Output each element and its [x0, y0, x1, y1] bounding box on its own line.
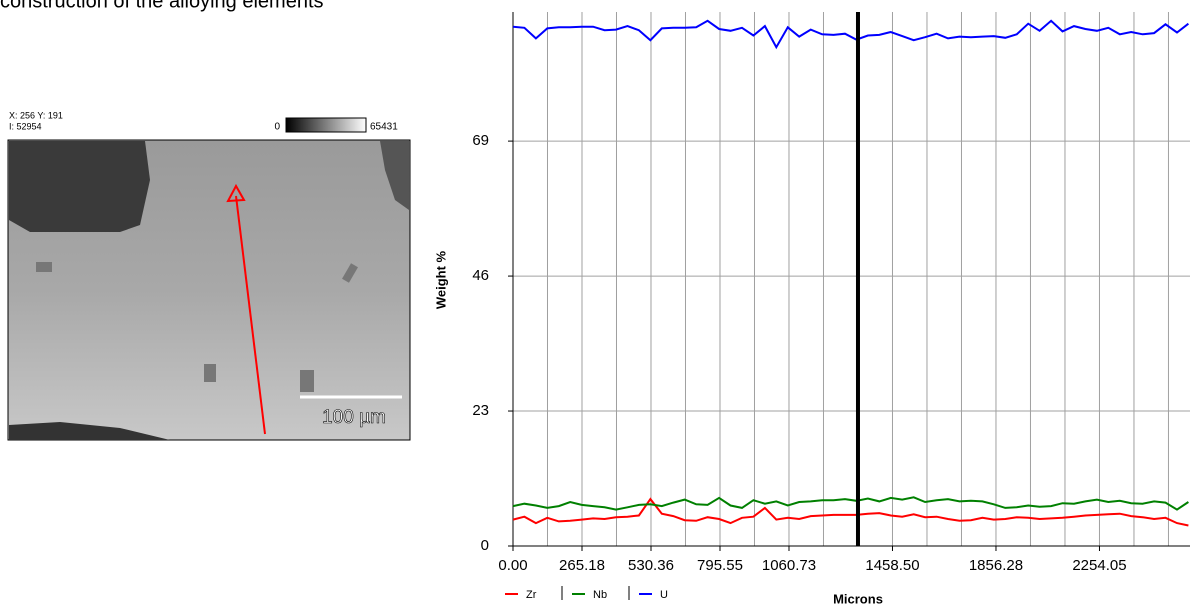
x-tick-label: 1856.28: [969, 557, 1023, 574]
dark-region: [380, 141, 409, 210]
inclusion: [342, 263, 358, 283]
legend-label: U: [660, 589, 668, 601]
x-axis-label: Microns: [833, 591, 883, 606]
x-tick-label: 1060.73: [762, 557, 816, 574]
y-axis-label: Weight %: [433, 250, 448, 309]
y-tick-label: 0: [481, 537, 489, 554]
x-tick-label: 530.36: [628, 557, 674, 574]
x-tick-label: 0.00: [498, 557, 527, 574]
series-line: [512, 496, 1189, 511]
x-tick-label: 795.55: [697, 557, 743, 574]
legend-label: Nb: [593, 589, 607, 601]
line-scan-arrow: [226, 183, 246, 203]
inclusion: [36, 262, 52, 272]
inclusion: [204, 364, 216, 382]
micrograph-panel: X: 256 Y: 191 I: 52954 0 65431 100 µm: [7, 110, 411, 441]
coords: X: 256 Y: 191: [9, 110, 63, 120]
intensity: I: 52954: [9, 121, 42, 131]
series-line: [512, 19, 1190, 50]
dark-region: [9, 422, 170, 440]
series-line: [512, 497, 1189, 527]
x-tick-label: 265.18: [559, 557, 605, 574]
chart: 0 23 46 69 0.00 265.18 530.36 795.55 1060.73 1458…: [433, 12, 1190, 606]
x-tick-label: 2254.05: [1072, 557, 1126, 574]
colorbar-max: 65431: [370, 122, 398, 133]
dark-region: [9, 141, 150, 232]
caption: construction of the alloying elements: [0, 0, 324, 12]
colorbar: [285, 117, 367, 133]
x-tick-label: 1458.50: [865, 557, 919, 574]
scale-label: 100 µm: [322, 407, 386, 428]
inclusion: [300, 370, 314, 392]
colorbar-min: 0: [274, 122, 280, 133]
line-scan: [235, 195, 266, 435]
y-tick-label: 23: [472, 402, 489, 419]
legend-label: Zr: [526, 589, 537, 601]
y-tick-label: 69: [472, 132, 489, 149]
y-tick-label: 46: [472, 267, 489, 284]
